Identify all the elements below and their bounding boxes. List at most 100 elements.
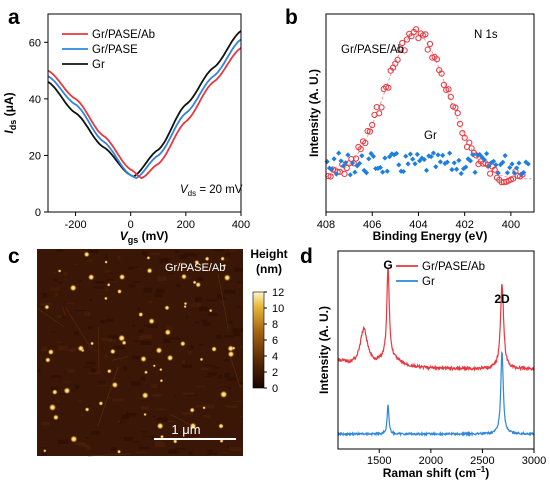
xps-point-gr [324,159,330,165]
xps-point-gr-pase-ab [433,56,440,63]
xps-point-gr [493,162,499,168]
afm-texture-patch [83,366,92,368]
xps-point-gr-pase-ab [445,86,452,93]
panel-b-ticks: 408 406 404 402 400 [317,212,520,231]
panel-d: d G 2D 1500 2000 2500 3000 Gr/PASE/Ab Gr Ram… [300,245,546,480]
panel-b-label-gr: Gr [424,130,437,142]
xps-point-gr [384,168,390,174]
afm-texture-patch [114,354,119,357]
afm-particle [90,341,95,346]
afm-texture-patch [168,272,173,275]
xps-point-gr [481,157,487,163]
afm-texture-patch [85,436,89,439]
afm-texture-patch [83,444,90,448]
xps-point-gr [380,169,386,175]
d-legend-label-gr-pase-ab: Gr/PASE/Ab [422,261,485,273]
xps-point-gr [340,163,346,169]
a-xl-main: V [120,229,129,243]
afm-texture-patch [134,268,142,270]
xps-point-gr-pase-ab [369,121,376,129]
afm-particle [117,289,122,294]
xps-point-gr-pase-ab [364,127,371,135]
afm-texture-patch [194,266,207,271]
xps-point-gr [347,172,353,178]
afm-wrinkle [217,273,229,329]
afm-texture-patch [207,452,218,455]
xps-point-gr [525,161,531,167]
afm-texture-patch [221,296,225,301]
afm-texture-patch [75,442,85,445]
xps-point-gr-pase-ab [459,130,466,137]
xps-point-gr-pase-ab [362,139,369,147]
afm-texture-patch [214,366,220,369]
panel-b-plot-area [324,26,532,186]
afm-texture-patch [207,449,213,453]
afm-texture-patch [62,380,72,383]
afm-texture-patch [169,337,181,340]
afm-texture-patch [50,331,56,333]
panel-b: b 408 406 404 402 400 N 1s Gr/PASE/Ab Gr Bin… [285,6,535,243]
colorbar-tick-label: 2 [272,367,278,379]
afm-texture-patch [224,289,236,294]
afm-texture-patch [41,447,49,449]
afm-particle [51,389,58,395]
afm-particle [83,251,90,258]
xps-point-gr-pase-ab [510,175,517,182]
afm-particle [155,347,163,354]
afm-texture-patch [100,320,106,324]
afm-texture-patch [50,375,62,378]
afm-particle [159,367,163,372]
colorbar [252,291,265,389]
afm-texture-patch [139,335,144,340]
afm-particle [183,301,188,306]
afm-texture-patch [208,312,218,317]
afm-texture-patch [224,373,230,378]
afm-texture-patch [131,441,141,443]
afm-texture-patch [195,296,203,302]
afm-texture-patch [135,397,146,399]
afm-texture-patch [199,344,204,346]
afm-texture-patch [59,281,63,284]
xps-point-gr-pase-ab [357,146,364,153]
b-xtick-label: 404 [409,219,427,231]
afm-texture-patch [150,252,161,256]
xps-point-gr [437,159,443,165]
afm-texture-patch [141,431,147,433]
d-xtick-label: 1500 [367,455,391,467]
xps-point-gr [338,158,344,164]
afm-particle [106,368,112,374]
afm-particle [44,357,51,363]
panel-d-xlabel: Raman shift (cm−1) [383,465,489,480]
xps-point-gr [396,162,402,168]
xps-point-gr [363,170,370,176]
afm-texture-patch [138,329,144,333]
afm-texture-patch [38,289,41,291]
afm-texture-patch [175,261,187,266]
xps-point-gr [470,152,476,158]
afm-texture-patch [87,259,93,262]
afm-texture-patch [42,293,48,298]
afm-texture-patch [166,421,175,423]
afm-texture-patch [186,315,189,319]
raman-peak-label-g: G [383,258,392,272]
afm-texture-patch [239,345,243,349]
afm-texture-patch [93,350,100,352]
afm-texture-patch [148,300,153,304]
afm-texture-patch [89,371,101,375]
afm-texture-patch [132,324,136,328]
afm-texture-patch [204,376,213,378]
xps-point-gr [453,166,460,172]
panel-label-d: d [300,245,313,268]
afm-texture-patch [221,452,228,454]
afm-texture-patch [87,405,91,407]
xps-point-gr [336,150,342,156]
xps-point-gr [417,158,423,164]
afm-texture-patch [80,414,84,417]
afm-texture-patch [135,451,147,454]
afm-texture-patch [182,360,186,365]
afm-particle [222,263,227,268]
afm-texture-patch [174,249,179,254]
annot-v: V [180,184,189,196]
afm-particle [121,340,127,346]
